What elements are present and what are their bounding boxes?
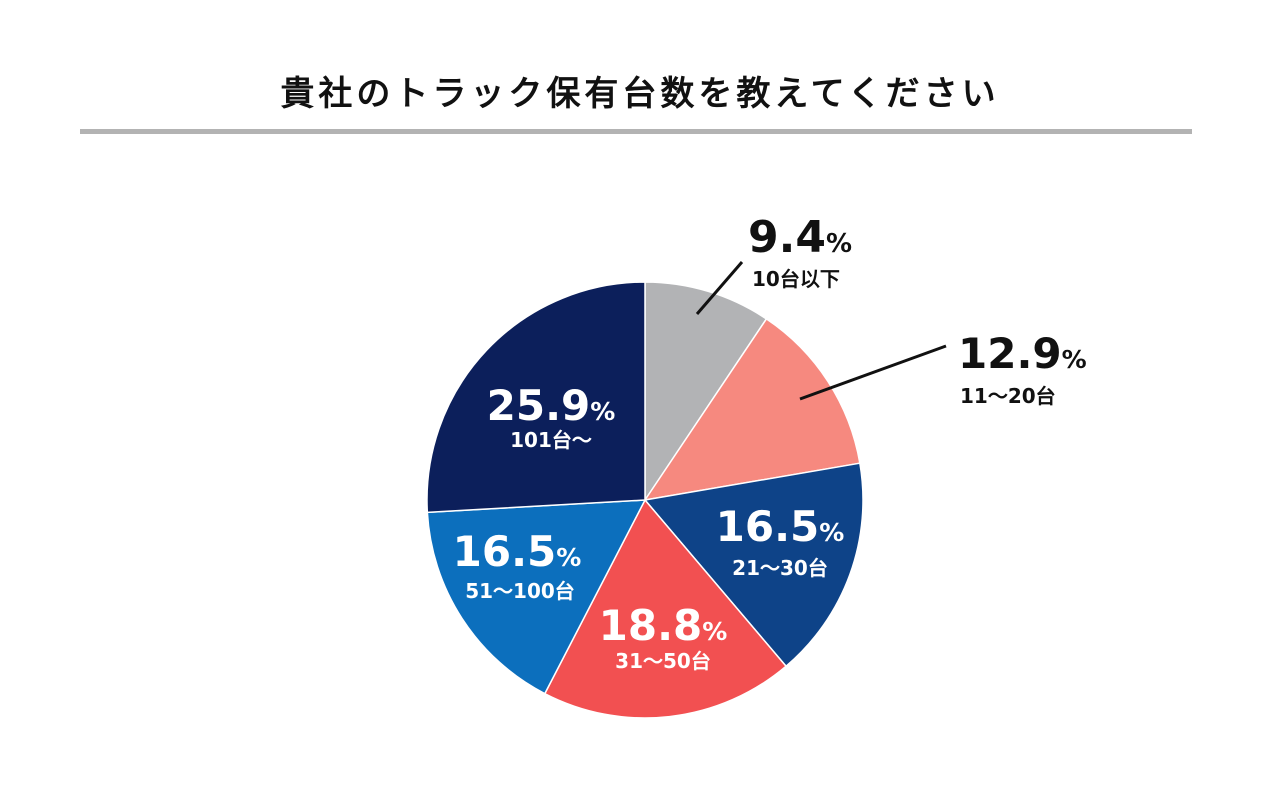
- pie-slice-4: [543, 498, 788, 719]
- pct-value-6: 25.9: [487, 381, 591, 430]
- pct-unit-5: %: [556, 543, 581, 572]
- category-label-4: 31〜50台: [615, 649, 711, 673]
- pct-unit-1: %: [826, 229, 852, 259]
- category-label-2: 11〜20台: [960, 384, 1056, 408]
- pct-unit-3: %: [819, 518, 844, 547]
- pct-label-5: 16.5%: [453, 527, 582, 576]
- pct-label-1: 9.4%: [748, 212, 852, 263]
- pie-slice-2: [643, 317, 861, 502]
- category-label-5: 51〜100台: [465, 579, 575, 603]
- pct-unit-2: %: [1062, 345, 1087, 374]
- pct-value-2: 12.9: [958, 329, 1062, 378]
- pct-label-6: 25.9%: [487, 381, 616, 430]
- leader-line-1: [695, 261, 744, 315]
- pct-unit-6: %: [590, 397, 615, 426]
- pct-unit-4: %: [702, 617, 727, 646]
- category-label-6: 101台〜: [510, 428, 592, 452]
- pct-value-1: 9.4: [748, 212, 826, 263]
- title-divider: [80, 129, 1192, 134]
- leader-line-2: [799, 344, 947, 401]
- pie-slice-6: [426, 281, 646, 514]
- pct-label-3: 16.5%: [716, 502, 845, 551]
- pct-label-2: 12.9%: [958, 329, 1087, 378]
- pie-slice-5: [426, 499, 647, 695]
- pie-slice-1: [644, 281, 768, 503]
- pct-value-3: 16.5: [716, 502, 820, 551]
- pct-label-4: 18.8%: [599, 601, 728, 650]
- pie-slice-3: [643, 462, 864, 668]
- pct-value-4: 18.8: [599, 601, 703, 650]
- pct-value-5: 16.5: [453, 527, 557, 576]
- category-label-3: 21〜30台: [732, 556, 828, 580]
- chart-title: 貴社のトラック保有台数を教えてください: [280, 74, 1000, 114]
- category-label-1: 10台以下: [752, 267, 840, 291]
- pie-slices: [426, 281, 864, 719]
